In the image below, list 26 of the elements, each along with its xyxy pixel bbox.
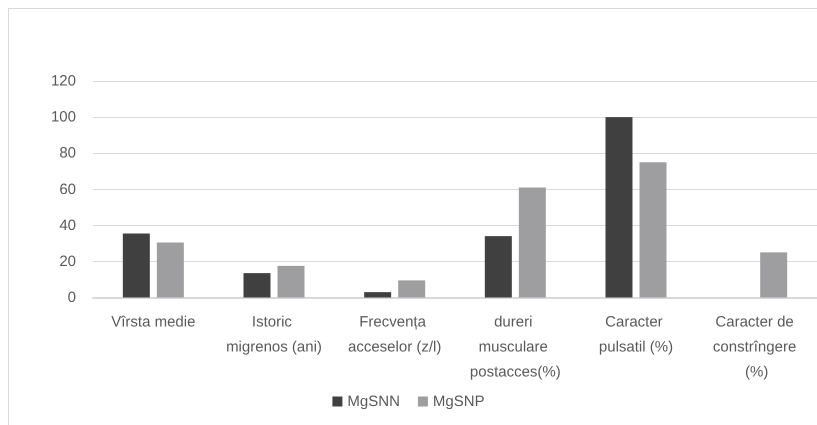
bar	[605, 117, 632, 298]
bar	[398, 280, 426, 298]
x-tick-label: Vîrsta medie	[111, 314, 196, 330]
y-tick-label: 60	[59, 180, 76, 198]
bar	[156, 242, 184, 298]
bar	[278, 266, 305, 298]
x-tick-label: Caracter de constrîngere (%)	[712, 314, 800, 380]
bar	[640, 162, 667, 298]
x-tick-label: Frecvența acceselor (z/l)	[348, 314, 442, 356]
bar	[122, 233, 150, 298]
x-tick-label: Caracter pulsatil (%)	[598, 314, 674, 356]
legend-label: MgSNP	[432, 393, 485, 410]
y-tick-label: 20	[59, 252, 76, 270]
y-tick-label: 120	[50, 72, 76, 90]
bar	[364, 292, 392, 298]
bar	[760, 252, 788, 298]
y-tick-label: 80	[59, 144, 76, 162]
y-tick-label: 100	[50, 108, 76, 126]
bar	[518, 187, 546, 298]
bar	[243, 273, 270, 298]
legend-label: MgSNN	[347, 393, 400, 410]
y-tick-label: 40	[59, 216, 76, 234]
x-tick-label: dureri musculare postacces(%)	[470, 314, 561, 380]
x-tick-label: Istoric migrenos (ani)	[226, 314, 322, 356]
bar	[484, 236, 512, 298]
y-tick-label: 0	[68, 289, 76, 306]
